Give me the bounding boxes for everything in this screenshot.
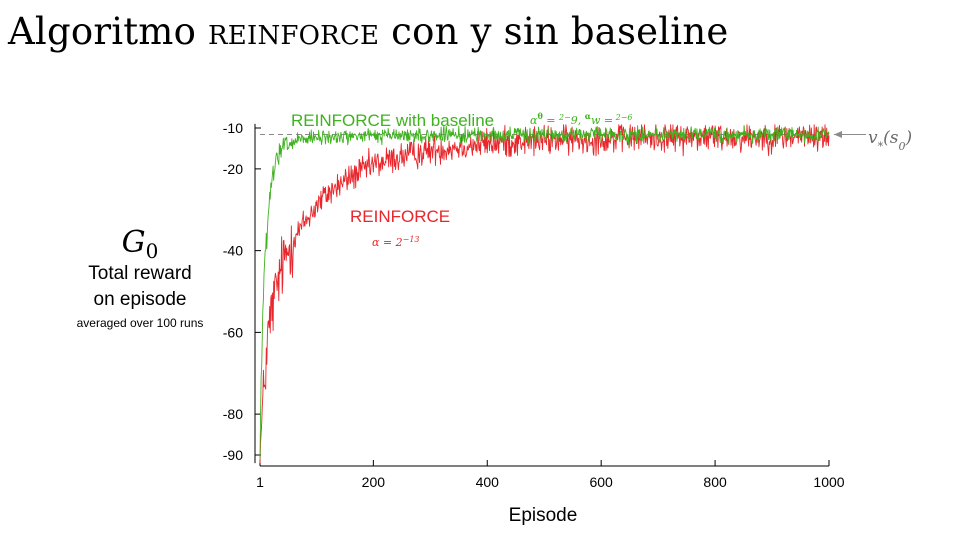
reinforce-series-line xyxy=(259,124,830,464)
optimal-value-label: v*(s0) xyxy=(868,128,912,153)
title-method: reinforce xyxy=(208,10,380,53)
reinforce-series-label: REINFORCE xyxy=(350,207,450,226)
reinforce-param-label: α = 2−13 xyxy=(372,235,420,250)
x-tick-label: 1 xyxy=(256,474,264,490)
y-axis-symbol: G0 xyxy=(122,225,159,263)
x-tick-label: 600 xyxy=(589,474,613,490)
y-axis-label: G0 Total reward on episode averaged over… xyxy=(77,225,204,330)
optimal-value-arrowhead xyxy=(834,131,842,139)
y-axis-label-line1: Total reward xyxy=(88,263,192,284)
y-tick-label: -10 xyxy=(223,120,243,136)
y-tick-label: -80 xyxy=(223,406,243,422)
y-tick-label: -40 xyxy=(223,243,243,259)
y-axis-label-line2: on episode xyxy=(94,289,187,310)
baseline-series-label: REINFORCE with baseline xyxy=(291,111,494,130)
y-tick-label: -20 xyxy=(223,161,243,177)
x-tick-label: 400 xyxy=(476,474,500,490)
axes: -10 -20 -40 -60 -80 -90 1 200 400 600 800 1000 xyxy=(223,120,845,490)
x-tick-label: 800 xyxy=(703,474,727,490)
series-layer xyxy=(259,124,866,464)
y-tick-label: -90 xyxy=(223,447,243,463)
baseline-series-line xyxy=(259,125,830,459)
slide-title: Algoritmo reinforce con y sin baseline xyxy=(8,10,728,53)
baseline-params-label: αθ = 2−9, αw = 2−6 xyxy=(530,111,633,127)
x-tick-label: 1000 xyxy=(813,474,844,490)
title-prefix: Algoritmo xyxy=(8,10,209,53)
x-axis-label: Episode xyxy=(509,505,578,526)
x-tick-label: 200 xyxy=(362,474,386,490)
y-axis-label-line3: averaged over 100 runs xyxy=(77,316,204,330)
title-suffix: con y sin baseline xyxy=(379,10,729,53)
y-tick-label: -60 xyxy=(223,324,243,340)
